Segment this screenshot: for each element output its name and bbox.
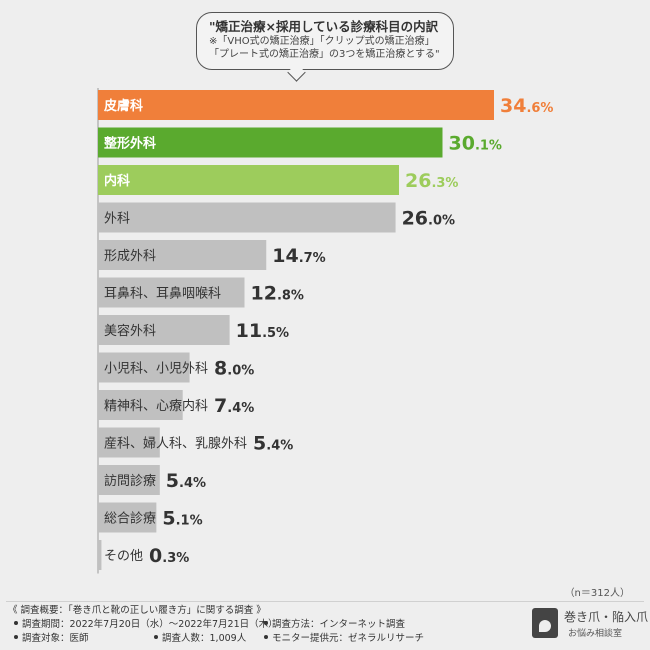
bullet-icon [14, 635, 18, 639]
category-label: 小児科、小児外科 [104, 362, 208, 377]
survey-method: 調査方法：インターネット調査 [272, 619, 406, 630]
bar-耳鼻科-耳鼻咽喉科 [98, 277, 245, 308]
bullet-icon [264, 635, 268, 639]
survey-target: 調査対象：医師 [22, 633, 89, 644]
bar-内科 [98, 165, 400, 195]
survey-count: 調査人数：1,009人 [162, 633, 247, 644]
survey-title: 《 調査概要：「巻き爪と靴の正しい履き方」に関する調査 》 [8, 605, 266, 616]
value-label: 30.1% [448, 133, 501, 155]
bar-精神科-心療内科 [98, 390, 183, 420]
bullet-icon [154, 635, 158, 639]
bar-訪問診療 [98, 465, 160, 495]
category-label: 整形外科 [103, 136, 156, 152]
chart-title-bubble: "矯正治療×採用している診療科目の内訳 ※「VHO式の矯正治療」「クリップ式の矯… [196, 12, 454, 70]
category-label: その他 [104, 549, 143, 564]
survey-provider: モニター提供元：ゼネラルリサーチ [272, 633, 425, 644]
bar-皮膚科 [98, 90, 494, 120]
bar-chart: 皮膚科 34.6% 整形外科 30.1% 内科 26.3% 外科 26.0% 形成外科 14.7%… [97, 88, 553, 574]
category-label: 産科、婦人科、乳腺外科 [104, 436, 247, 452]
chart-title-line-1: "矯正治療×採用している診療科目の内訳 [209, 19, 439, 34]
value-label: 7.4% [214, 395, 254, 417]
bar-整形外科 [98, 127, 443, 158]
category-label: 精神科、心療内科 [104, 398, 208, 414]
value-label: 34.6% [500, 95, 553, 117]
category-label: 形成外科 [104, 249, 156, 264]
chart-title-line-3: 「プレート式の矯正治療」の3つを矯正治療とする" [209, 49, 440, 60]
sample-size: （n＝312人） [564, 588, 630, 599]
bar-形成外科 [98, 240, 267, 270]
category-label: 皮膚科 [103, 98, 143, 114]
survey-period: 調査期間：2022年7月20日（水）〜2022年7月21日（木） [22, 619, 278, 630]
category-label: 訪問診療 [104, 473, 156, 489]
bar-美容外科 [98, 315, 230, 345]
bullet-icon [264, 621, 268, 625]
category-label: 総合診療 [104, 511, 156, 527]
bar-産科-婦人科-乳腺外科 [98, 427, 160, 458]
footer-divider [6, 601, 644, 602]
brand-logo: 巻き爪・陥入爪 お悩み相談室 [532, 604, 648, 646]
value-label: 14.7% [272, 245, 325, 267]
bar-総合診療 [98, 502, 157, 533]
value-label: 5.1% [162, 508, 202, 530]
bullet-icon [14, 621, 18, 625]
logo-line-2: お悩み相談室 [568, 629, 623, 639]
logo-line-1: 巻き爪・陥入爪 [564, 610, 649, 624]
value-label: 0.3% [149, 545, 189, 567]
value-label: 11.5% [236, 320, 289, 342]
category-label: 内科 [104, 173, 130, 189]
bar-外科 [98, 202, 396, 233]
survey-footer: 《 調査概要：「巻き爪と靴の正しい履き方」に関する調査 》 調査期間：2022年… [8, 604, 528, 646]
bar-小児科-小児外科 [98, 352, 190, 383]
category-label: 耳鼻科、耳鼻咽喉科 [104, 286, 221, 302]
foot-logo-icon [532, 608, 558, 638]
value-label: 26.0% [402, 208, 455, 230]
value-label: 5.4% [253, 433, 293, 455]
category-label: 美容外科 [104, 323, 156, 339]
chart-title-line-2: ※「VHO式の矯正治療」「クリップ式の矯正治療」 [209, 36, 435, 47]
value-label: 8.0% [214, 358, 254, 380]
value-label: 26.3% [405, 170, 458, 192]
value-label: 5.4% [166, 470, 206, 492]
category-label: 外科 [104, 212, 130, 227]
bar-その他 [98, 540, 102, 570]
value-label: 12.8% [250, 283, 303, 305]
